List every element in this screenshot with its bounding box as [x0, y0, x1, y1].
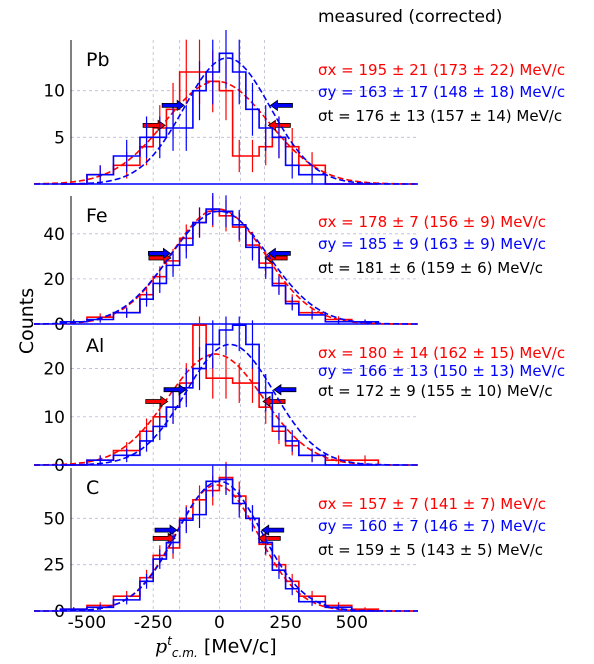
- width-arrow-x: [145, 395, 169, 408]
- panel-label: C: [86, 477, 99, 499]
- panel-fe: 0 20 40 Fe: [34, 192, 418, 335]
- histogram-y: [60, 324, 379, 466]
- width-arrow-y: [261, 524, 285, 536]
- y-tick-label: 20: [43, 270, 65, 290]
- x-axis-label: ptc.m. [MeV/c]: [155, 634, 277, 660]
- panel-label: Fe: [86, 205, 108, 227]
- fe-sigma-t: σt = 181 ± 6 (159 ± 6) MeV/c: [318, 259, 544, 277]
- gauss-fit-y: [34, 480, 418, 612]
- y-tick-label: 10: [43, 408, 65, 428]
- y-tick-label: 0: [54, 602, 65, 622]
- al-sigma-x: σx = 180 ± 14 (162 ± 15) MeV/c: [318, 344, 566, 362]
- y-tick-label: 10: [43, 82, 65, 102]
- width-arrow-y: [163, 383, 187, 396]
- x-axis-sup: t: [167, 634, 172, 648]
- width-arrow-y: [147, 247, 172, 260]
- al-sigma-y: σy = 166 ± 13 (150 ± 13) MeV/c: [318, 362, 566, 380]
- c-sigma-t: σt = 159 ± 5 (143 ± 5) MeV/c: [318, 541, 544, 559]
- y-tick-label: 25: [43, 556, 65, 576]
- histogram-y: [59, 208, 380, 324]
- width-arrow-x: [262, 395, 286, 408]
- x-tick-label: 250: [269, 613, 301, 633]
- histogram-y: [60, 52, 379, 185]
- x-tick-label: 500: [336, 613, 368, 633]
- y-tick-label: 0: [54, 456, 65, 476]
- pb-sigma-x: σx = 195 ± 21 (173 ± 22) MeV/c: [318, 61, 566, 79]
- fe-sigma-y: σy = 185 ± 9 (163 ± 9) MeV/c: [318, 235, 547, 253]
- width-arrow-y: [154, 524, 178, 536]
- pb-sigma-y: σy = 163 ± 17 (148 ± 18) MeV/c: [318, 83, 566, 101]
- y-tick-label: 5: [54, 128, 65, 148]
- pb-sigma-t: σt = 176 ± 13 (157 ± 14) MeV/c: [318, 107, 563, 125]
- panel-label: Pb: [86, 49, 110, 71]
- panel-al: 0 10 20 Al: [34, 316, 418, 476]
- x-tick-label: -250: [134, 613, 173, 633]
- width-arrow-y: [273, 383, 297, 396]
- panel-label: Al: [86, 335, 104, 357]
- c-sigma-y: σy = 160 ± 7 (146 ± 7) MeV/c: [318, 517, 547, 535]
- width-arrow-y: [269, 99, 293, 112]
- y-tick-label: 50: [43, 509, 65, 529]
- panel-pb: 5 10 Pb: [34, 30, 418, 185]
- histogram-x: [60, 71, 379, 185]
- y-tick-label: 40: [43, 225, 65, 245]
- y-tick-label: 20: [43, 360, 65, 380]
- x-axis-unit: [MeV/c]: [203, 635, 277, 658]
- header-label: measured (corrected): [318, 7, 503, 27]
- fe-sigma-x: σx = 178 ± 7 (156 ± 9) MeV/c: [318, 213, 547, 231]
- c-sigma-x: σx = 157 ± 7 (141 ± 7) MeV/c: [318, 495, 547, 513]
- gauss-fit-y: [34, 343, 418, 466]
- gauss-fit-y: [34, 57, 418, 185]
- y-tick-label: 0: [54, 315, 65, 335]
- al-sigma-t: σt = 172 ± 9 (155 ± 10) MeV/c: [318, 382, 553, 400]
- x-axis-sub: c.m.: [171, 646, 198, 661]
- panel-c: 0 25 50 C: [34, 461, 418, 622]
- width-arrow-y: [267, 247, 291, 260]
- y-axis-label: Counts: [16, 287, 38, 355]
- x-axis-var: p: [155, 635, 168, 658]
- width-arrow-y: [161, 99, 185, 112]
- x-tick-label: 0: [214, 613, 225, 633]
- gauss-fit-y: [34, 210, 418, 325]
- x-tick-label: -500: [68, 613, 107, 633]
